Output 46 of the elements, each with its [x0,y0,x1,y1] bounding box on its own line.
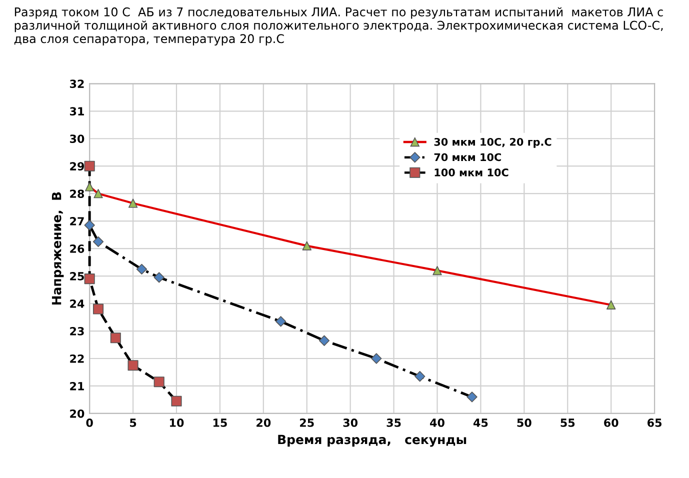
x-tick-label: 15 [213,418,227,427]
legend-label: 30 мкм 10С, 20 гр.С [434,138,552,148]
y-tick-label: 26 [70,244,84,253]
point [302,241,312,250]
x-tick-label: 5 [130,418,136,427]
point [432,266,442,276]
x-tick-label: 0 [86,418,93,427]
x-tick-label: 35 [386,418,401,427]
y-tick-label: 21 [70,382,84,390]
x-tick-label: 45 [473,418,488,427]
y-tick-label: 27 [70,217,84,226]
x-tick-label: 20 [256,418,271,427]
y-tick-label: 28 [70,190,84,198]
y-tick-label: 24 [70,300,84,308]
point [171,396,182,406]
legend-label: 100 мкм 10С [434,168,508,176]
point [84,182,94,192]
x-tick-label: 30 [343,418,358,427]
point [84,274,95,284]
chart-title: Разряд током 10 С АБ из 7 последовательных ЛИА. Расчет по результатам испытаний макетов ЛИА с различной толщиной активного слоя положительного электрода. Электрохимическая система LCO-C, два слоя сепаратора, температура 20 гр.С [14,7,663,46]
legend-label: 70 мкм 10С [434,153,501,162]
x-axis-title: Время разряда, секунды [278,434,466,447]
x-tick-label: 65 [648,418,662,427]
x-tick-label: 40 [430,418,444,427]
y-tick-label: 29 [70,162,84,170]
y-tick-label: 32 [70,80,84,88]
y-tick-label: 23 [70,326,84,336]
point [154,376,164,388]
x-tick-label: 60 [604,418,618,427]
x-tick-label: 25 [300,418,314,427]
y-tick-label: 30 [70,134,84,143]
point [128,198,138,208]
x-tick-label: 55 [560,418,575,427]
y-tick-label: 22 [70,354,84,363]
y-tick-label: 25 [70,272,84,280]
point [110,332,121,344]
point [606,300,616,310]
y-tick-label: 20 [70,409,84,418]
x-tick-label: 50 [517,418,532,427]
point [84,160,95,172]
y-tick-label: 31 [70,107,84,116]
point [92,304,104,314]
point [94,189,103,198]
y-axis-title: Напряжение, В [52,192,64,305]
point [128,360,138,371]
x-tick-label: 10 [170,418,184,427]
